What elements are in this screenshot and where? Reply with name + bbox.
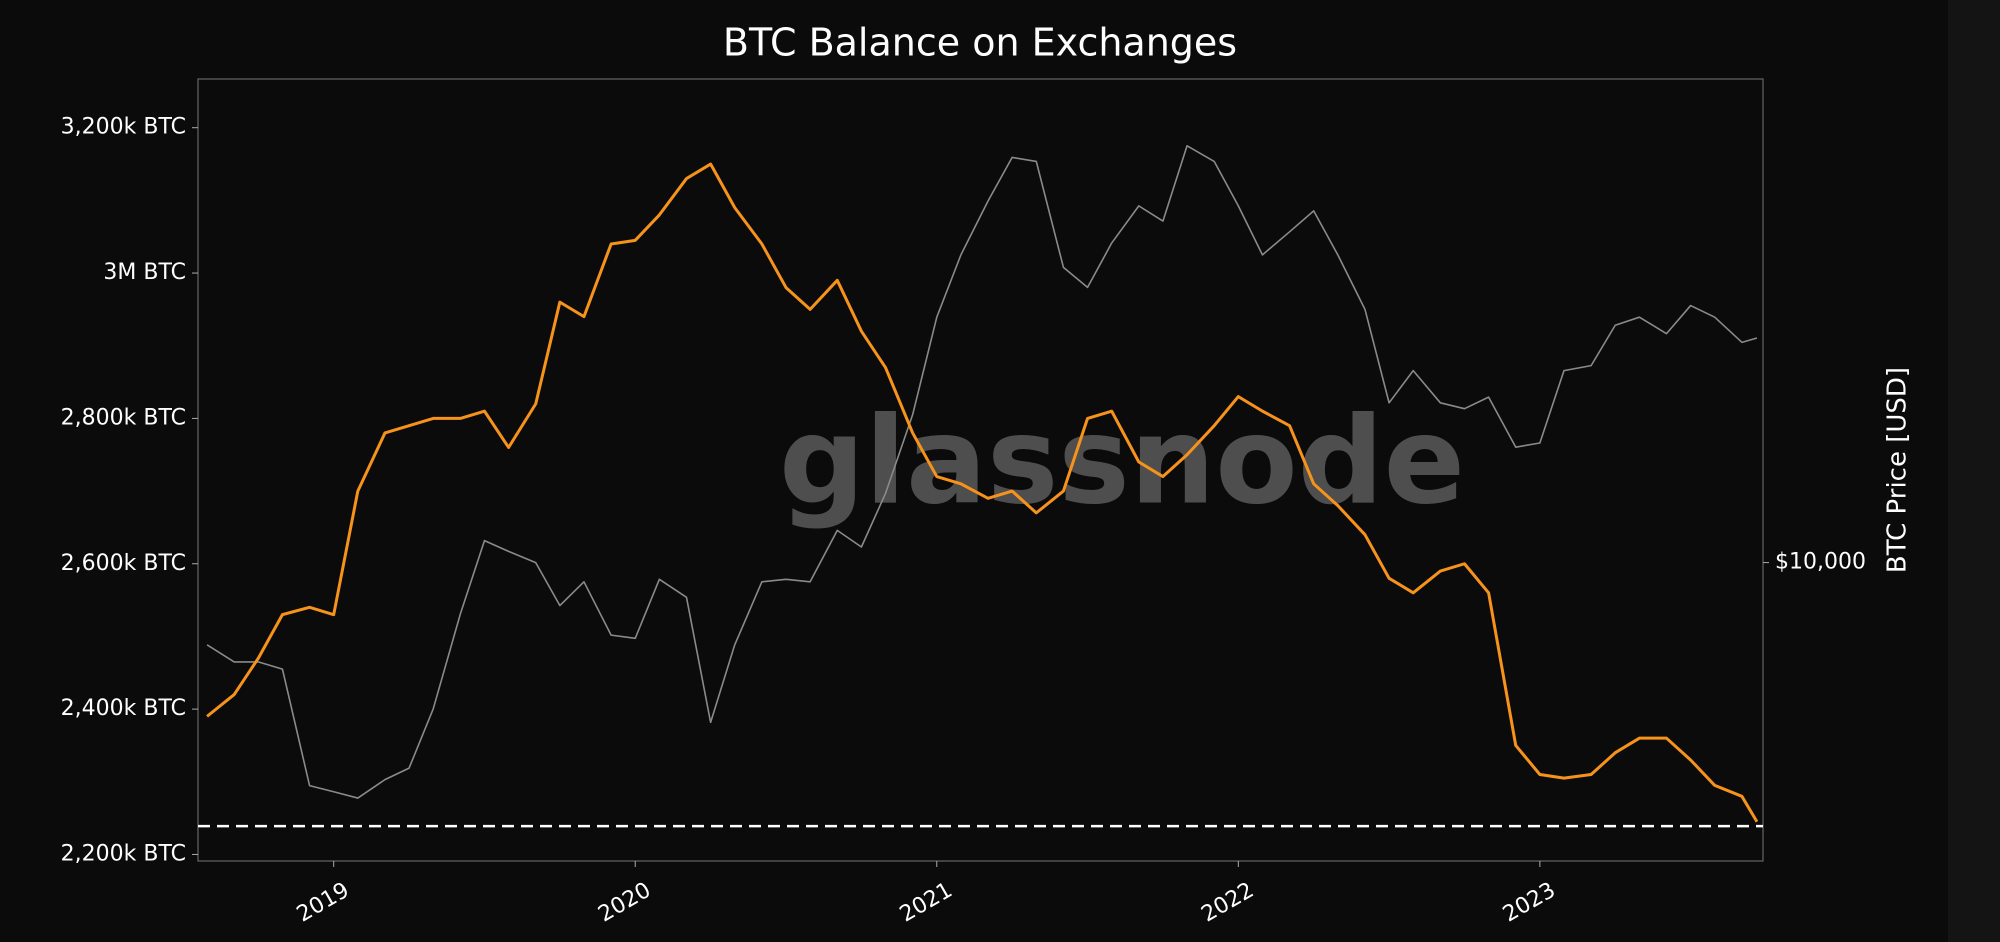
y2-axis-label: BTC Price [USD] <box>1883 367 1913 573</box>
series-line <box>206 144 1758 799</box>
y-tick-label: 2,800k BTC <box>61 405 186 430</box>
side-strip <box>1948 0 2000 942</box>
series-line <box>206 162 1759 823</box>
chart-title: BTC Balance on Exchanges <box>723 21 1237 65</box>
y-tick-label: 2,600k BTC <box>61 551 186 576</box>
watermark: glassnode <box>779 393 1465 532</box>
plot-frame <box>197 78 1764 862</box>
y-tick-label: 3M BTC <box>103 260 186 285</box>
y-tick-label: 2,400k BTC <box>61 696 186 721</box>
y-tick-label: 3,200k BTC <box>61 115 186 140</box>
y-tick-label: 2,200k BTC <box>61 841 186 866</box>
y2-tick-label: $10,000 <box>1775 550 1866 575</box>
